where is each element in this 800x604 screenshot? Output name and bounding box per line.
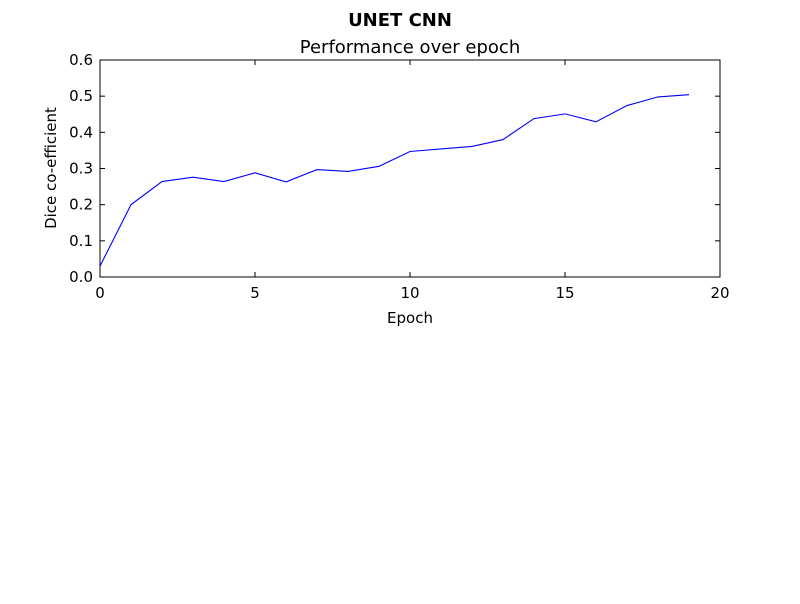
plot-area: 0 5 10 15 20 0.0 0.1 0.2 0.3 0.4 0.5 0.6 bbox=[69, 51, 729, 302]
chart-title: Performance over epoch bbox=[300, 37, 520, 58]
axes-frame bbox=[100, 60, 720, 277]
y-tick-label: 0.1 bbox=[69, 232, 93, 250]
series-line bbox=[100, 95, 689, 266]
x-tick-label: 0 bbox=[95, 284, 105, 302]
y-tick-label: 0.4 bbox=[69, 123, 93, 141]
y-tick-label: 0.3 bbox=[69, 160, 93, 178]
y-tick-label: 0.0 bbox=[69, 268, 93, 286]
y-axis-label: Dice co-efficient bbox=[42, 107, 60, 229]
x-tick-label: 5 bbox=[250, 284, 260, 302]
x-tick-label: 10 bbox=[400, 284, 419, 302]
y-tick-label: 0.6 bbox=[69, 51, 93, 69]
y-tick-label: 0.5 bbox=[69, 87, 93, 105]
y-tick-label: 0.2 bbox=[69, 196, 93, 214]
x-axis-label: Epoch bbox=[387, 309, 433, 327]
x-tick-label: 20 bbox=[710, 284, 729, 302]
chart-suptitle: UNET CNN bbox=[348, 10, 452, 31]
x-tick-label: 15 bbox=[555, 284, 574, 302]
